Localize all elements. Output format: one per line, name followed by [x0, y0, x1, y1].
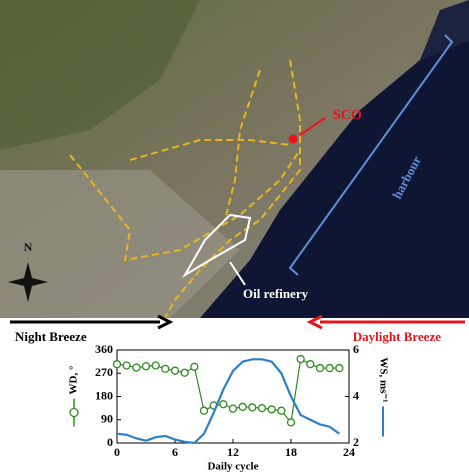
series-marker [307, 361, 314, 368]
page: {"map": {"labels": {"sco": "SCO", "harbo… [0, 0, 469, 473]
sco-label: SCO [333, 108, 362, 123]
series-marker [230, 405, 237, 412]
y2-tick-label: 4 [353, 388, 359, 402]
daylight-breeze-label: Daylight Breeze [353, 329, 441, 344]
series-marker [172, 367, 179, 374]
night-breeze-label: Night Breeze [15, 329, 87, 344]
series-marker [259, 405, 266, 412]
series-marker [336, 365, 343, 372]
series-marker [181, 369, 188, 376]
series-marker [201, 407, 208, 414]
series-line [117, 359, 339, 443]
figure: N SCO harbour Oil refinery Night Breeze … [0, 0, 469, 473]
series-marker [326, 365, 333, 372]
series-marker [249, 404, 256, 411]
series-marker [133, 364, 140, 371]
x-tick-label: 0 [114, 445, 120, 459]
series-marker [162, 365, 169, 372]
series-marker [288, 419, 295, 426]
x-tick-label: 6 [172, 445, 178, 459]
y-tick-label: 270 [95, 365, 113, 379]
y-tick-label: 180 [95, 388, 113, 402]
sco-point [289, 135, 298, 144]
series-marker [191, 363, 198, 370]
refinery-label: Oil refinery [243, 286, 309, 301]
breeze-arrows: Night Breeze Daylight Breeze [10, 316, 465, 344]
legend-marker [70, 409, 78, 417]
legend-label: WD, ° [68, 366, 80, 395]
series-marker [278, 407, 285, 414]
y2-tick-label: 2 [353, 435, 359, 449]
series-marker [114, 361, 121, 368]
y-tick-label: 90 [101, 412, 113, 426]
series-line [117, 359, 339, 422]
legend-label: WS, ms⁻¹ [377, 357, 389, 402]
series-marker [297, 356, 304, 363]
x-tick-label: 18 [285, 445, 297, 459]
series-marker [220, 401, 227, 408]
north-label: N [24, 240, 33, 254]
map: N SCO harbour Oil refinery [0, 0, 469, 318]
series-marker [143, 363, 150, 370]
y2-tick-label: 6 [353, 342, 359, 356]
series-marker [317, 365, 324, 372]
x-axis-label: Daily cycle [207, 461, 258, 473]
y-tick-label: 360 [95, 342, 113, 356]
series-marker [123, 362, 130, 369]
series-marker [152, 362, 159, 369]
x-tick-label: 12 [227, 445, 239, 459]
series-marker [239, 403, 246, 410]
series-marker [268, 406, 275, 413]
y-tick-label: 0 [107, 435, 113, 449]
